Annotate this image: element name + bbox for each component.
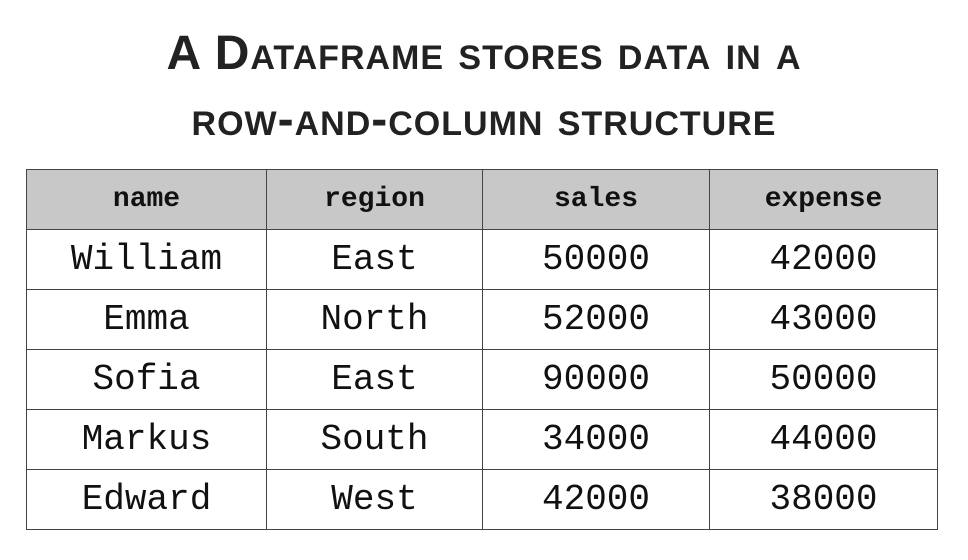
- header-row: name region sales expense: [26, 169, 938, 230]
- cell-sales: 90000: [482, 349, 710, 410]
- table-row: Markus South 34000 44000: [26, 409, 938, 470]
- cell-name: Sofia: [26, 349, 267, 410]
- cell-sales: 52000: [482, 289, 710, 350]
- cell-region: West: [266, 469, 483, 530]
- cell-region: East: [266, 349, 483, 410]
- cell-sales: 42000: [482, 469, 710, 530]
- table-row: William East 50000 42000: [26, 229, 938, 290]
- column-header-region: region: [266, 169, 483, 230]
- table-row: Edward West 42000 38000: [26, 469, 938, 530]
- cell-expense: 44000: [709, 409, 938, 470]
- title-line-1: A Dataframe stores data in a: [166, 27, 802, 80]
- table-row: Sofia East 90000 50000: [26, 349, 938, 410]
- cell-name: Markus: [26, 409, 267, 470]
- cell-expense: 43000: [709, 289, 938, 350]
- cell-name: Edward: [26, 469, 267, 530]
- title-line-2: row-and-column structure: [191, 93, 777, 146]
- cell-expense: 50000: [709, 349, 938, 410]
- cell-name: William: [26, 229, 267, 290]
- cell-region: East: [266, 229, 483, 290]
- cell-sales: 50000: [482, 229, 710, 290]
- cell-name: Emma: [26, 289, 267, 350]
- column-header-expense: expense: [709, 169, 938, 230]
- column-header-name: name: [26, 169, 267, 230]
- cell-expense: 38000: [709, 469, 938, 530]
- table-row: Emma North 52000 43000: [26, 289, 938, 350]
- cell-region: South: [266, 409, 483, 470]
- cell-expense: 42000: [709, 229, 938, 290]
- table-body: William East 50000 42000 Emma North 5200…: [26, 229, 938, 530]
- table-header: name region sales expense: [26, 169, 938, 230]
- cell-sales: 34000: [482, 409, 710, 470]
- dataframe-table: name region sales expense William East 5…: [26, 169, 938, 530]
- cell-region: North: [266, 289, 483, 350]
- column-header-sales: sales: [482, 169, 710, 230]
